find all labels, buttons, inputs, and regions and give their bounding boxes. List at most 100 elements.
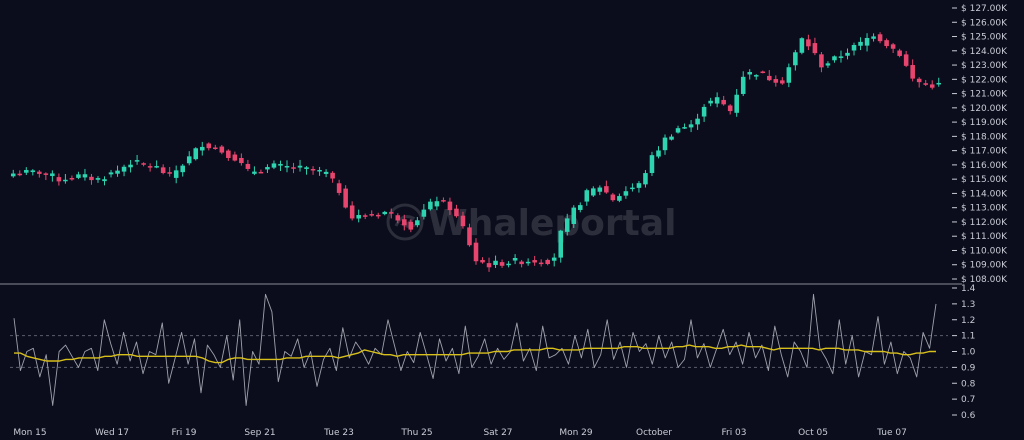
price-tick-label: $ 120.00K	[961, 104, 1008, 114]
candle-body	[558, 230, 564, 258]
candle-body	[551, 257, 557, 261]
candle	[428, 198, 433, 211]
candle-body	[258, 171, 264, 174]
candle-body	[173, 170, 179, 178]
candle	[890, 42, 896, 54]
candle	[95, 176, 101, 183]
candle	[213, 144, 218, 150]
candle	[317, 166, 322, 176]
candle	[69, 175, 75, 181]
oscillator-reference-lines	[10, 335, 948, 368]
candle	[525, 258, 531, 266]
candle	[441, 197, 446, 203]
candle	[519, 259, 524, 268]
candle	[89, 173, 94, 185]
candle-body	[395, 215, 401, 221]
candle	[343, 185, 348, 209]
candle-body	[799, 38, 805, 53]
candle	[858, 37, 863, 51]
candle-body	[24, 170, 29, 173]
candle	[245, 159, 251, 172]
candle	[63, 173, 68, 184]
price-tick-label: $ 122.00K	[961, 75, 1008, 85]
candle-body	[388, 212, 394, 214]
candle	[767, 70, 772, 82]
candle	[310, 166, 316, 175]
candle-body	[936, 82, 942, 85]
price-tick-label: $ 125.00K	[961, 33, 1008, 43]
candle	[877, 32, 883, 44]
candle	[760, 70, 766, 74]
price-tick-label: $ 116.00K	[961, 161, 1008, 171]
price-tick-label: $ 127.00K	[961, 4, 1008, 14]
candle-body	[428, 201, 433, 210]
candle-body	[304, 167, 309, 169]
price-tick-label: $ 121.00K	[961, 90, 1008, 100]
candle-body	[708, 100, 713, 104]
candle-body	[669, 136, 674, 140]
candle-body	[538, 262, 544, 265]
candle	[421, 204, 427, 220]
candle	[806, 34, 811, 51]
candle	[232, 151, 238, 162]
candle	[819, 51, 824, 73]
candle-body	[630, 187, 635, 190]
price-tick-label: $ 114.00K	[961, 189, 1008, 199]
time-tick-label: Mon 29	[559, 428, 593, 438]
candle	[845, 48, 850, 60]
candle-body	[206, 143, 212, 149]
price-tick-label: $ 119.00K	[961, 118, 1008, 128]
candle	[50, 170, 55, 182]
candle	[564, 213, 570, 236]
candle-body	[656, 150, 661, 157]
candle	[252, 166, 257, 176]
candle	[727, 104, 733, 115]
candle-body	[564, 218, 570, 232]
candle-body	[271, 163, 277, 168]
candle-body	[421, 209, 427, 217]
candle-body	[108, 172, 114, 175]
candle-body	[128, 164, 133, 168]
candle	[460, 211, 466, 229]
candle	[799, 37, 805, 55]
candle-body	[317, 170, 322, 172]
candle-body	[903, 54, 909, 66]
candle	[832, 55, 837, 63]
candle	[825, 61, 831, 68]
candle	[753, 74, 759, 80]
candle	[897, 48, 902, 58]
candle	[538, 259, 544, 267]
candle	[812, 37, 818, 56]
time-tick-label: Wed 17	[95, 428, 129, 438]
candle	[206, 142, 212, 151]
candle-body	[806, 39, 811, 47]
time-tick-label: Fri 03	[721, 428, 746, 438]
candle-body	[499, 262, 505, 266]
candle	[532, 255, 537, 266]
candle	[239, 153, 244, 166]
price-tick-label: $ 126.00K	[961, 18, 1008, 28]
candle-body	[825, 63, 831, 66]
candle-body	[793, 52, 798, 66]
candle-body	[525, 261, 531, 264]
oscillator-tick-label: 0.9	[961, 363, 976, 373]
candle-body	[434, 201, 440, 207]
candle	[395, 213, 401, 224]
price-tick-label: $ 113.00K	[961, 204, 1008, 214]
candle-body	[682, 127, 687, 129]
time-tick-label: Sep 21	[244, 428, 275, 438]
oscillator-series	[13, 293, 937, 406]
candle-body	[454, 208, 459, 217]
candle	[408, 219, 414, 233]
candle	[688, 119, 694, 133]
candle	[884, 38, 889, 49]
candle-body	[37, 171, 42, 174]
candle-body	[617, 196, 622, 201]
price-tick-label: $ 108.00K	[961, 275, 1008, 285]
candle	[545, 258, 550, 266]
candle	[701, 104, 707, 122]
candle	[180, 163, 185, 177]
candle	[669, 134, 674, 141]
